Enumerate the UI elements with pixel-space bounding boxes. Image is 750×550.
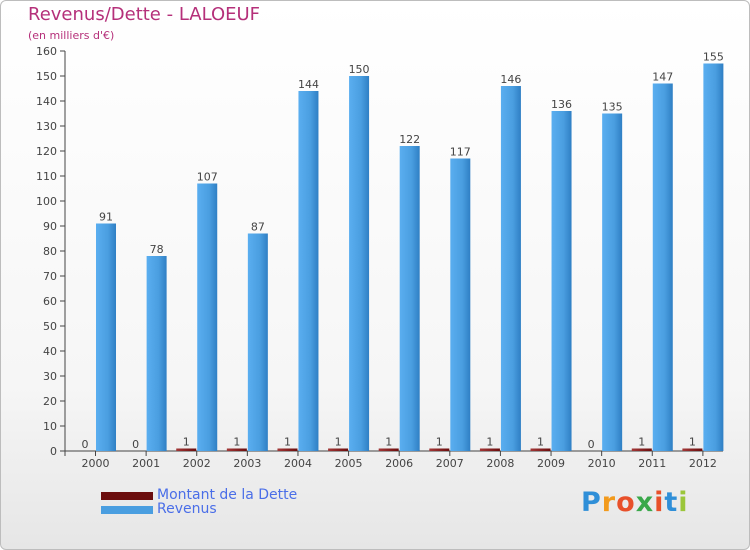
logo-letter: o [616, 487, 636, 518]
chart-subtitle: (en milliers d'€) [28, 29, 115, 42]
bar-revenue [146, 256, 167, 451]
bar-debt [176, 448, 197, 451]
bar-debt [631, 448, 652, 451]
data-label-debt: 1 [233, 436, 240, 449]
data-label-debt: 1 [689, 436, 696, 449]
y-tick-label: 80 [43, 245, 57, 258]
legend-swatch-revenue [101, 506, 153, 514]
bar-debt [277, 448, 298, 451]
x-tick-label: 2002 [183, 457, 211, 470]
data-label-revenue: 91 [99, 211, 113, 224]
bar-debt [378, 448, 399, 451]
bar-debt [530, 448, 551, 451]
data-label-revenue: 78 [150, 243, 164, 256]
logo-letter: x [635, 487, 655, 518]
y-tick-label: 20 [43, 395, 57, 408]
data-label-debt: 0 [588, 438, 595, 451]
y-tick-label: 30 [43, 370, 57, 383]
logo-letter: P [581, 487, 602, 518]
data-label-debt: 1 [385, 436, 392, 449]
bar-revenue [197, 183, 218, 451]
legend-label-debt: Montant de la Dette [157, 487, 298, 503]
data-label-debt: 0 [82, 438, 89, 451]
y-tick-label: 160 [36, 45, 57, 58]
data-label-revenue: 117 [450, 146, 471, 159]
y-tick-label: 70 [43, 270, 57, 283]
y-tick-label: 140 [36, 95, 57, 108]
data-label-debt: 1 [537, 436, 544, 449]
data-label-revenue: 144 [298, 78, 319, 91]
y-tick-label: 150 [36, 70, 57, 83]
x-tick-label: 2009 [537, 457, 565, 470]
x-tick-label: 2006 [385, 457, 413, 470]
data-label-debt: 1 [486, 436, 493, 449]
logo-letter: i [654, 487, 665, 518]
x-tick-label: 2011 [638, 457, 666, 470]
x-tick-label: 2004 [284, 457, 312, 470]
bar-debt [429, 448, 450, 451]
bar-debt [682, 448, 703, 451]
data-label-revenue: 136 [551, 98, 572, 111]
y-tick-label: 120 [36, 145, 57, 158]
bar-debt [226, 448, 247, 451]
data-label-revenue: 146 [500, 73, 521, 86]
data-label-debt: 0 [132, 438, 139, 451]
y-tick-label: 0 [50, 445, 57, 458]
bar-debt [479, 448, 500, 451]
x-tick-label: 2007 [436, 457, 464, 470]
y-tick-label: 50 [43, 320, 57, 333]
bar-revenue [551, 111, 572, 451]
bar-revenue [247, 233, 268, 451]
bar-revenue [399, 146, 420, 451]
y-tick-label: 10 [43, 420, 57, 433]
data-label-debt: 1 [183, 436, 190, 449]
x-tick-label: 2005 [335, 457, 363, 470]
data-label-revenue: 122 [399, 133, 420, 146]
x-tick-label: 2010 [588, 457, 616, 470]
bar-debt [328, 448, 349, 451]
y-tick-label: 90 [43, 220, 57, 233]
data-label-debt: 1 [436, 436, 443, 449]
x-tick-label: 2012 [689, 457, 717, 470]
logo-letter: r [601, 487, 617, 518]
data-label-revenue: 150 [349, 63, 370, 76]
bar-revenue [703, 63, 724, 451]
bar-revenue [96, 223, 116, 451]
data-label-debt: 1 [638, 436, 645, 449]
bar-revenue [500, 86, 521, 451]
x-tick-label: 2000 [82, 457, 110, 470]
y-tick-label: 130 [36, 120, 57, 133]
x-tick-label: 2001 [132, 457, 160, 470]
y-tick-label: 40 [43, 345, 57, 358]
y-tick-label: 60 [43, 295, 57, 308]
bar-revenue [450, 158, 471, 451]
proxiti-logo[interactable]: Proxiti [581, 487, 689, 518]
bar-revenue [349, 76, 370, 451]
y-tick-label: 110 [36, 170, 57, 183]
bar-revenue [652, 83, 673, 451]
data-label-revenue: 155 [703, 51, 724, 64]
data-label-revenue: 147 [652, 71, 673, 84]
y-tick-label: 100 [36, 195, 57, 208]
data-label-revenue: 107 [197, 171, 218, 184]
data-label-debt: 1 [284, 436, 291, 449]
logo-letter: t [664, 487, 679, 518]
data-label-debt: 1 [335, 436, 342, 449]
x-tick-label: 2003 [233, 457, 261, 470]
bar-revenue [298, 91, 319, 451]
data-label-revenue: 87 [251, 221, 265, 234]
legend-swatch-debt [101, 492, 153, 500]
x-tick-label: 2008 [486, 457, 514, 470]
logo-letter: i [678, 487, 689, 518]
legend-label-revenue: Revenus [157, 501, 217, 517]
chart-title: Revenus/Dette - LALOEUF [28, 4, 261, 25]
bar-revenue [602, 113, 623, 451]
data-label-revenue: 135 [602, 101, 623, 114]
